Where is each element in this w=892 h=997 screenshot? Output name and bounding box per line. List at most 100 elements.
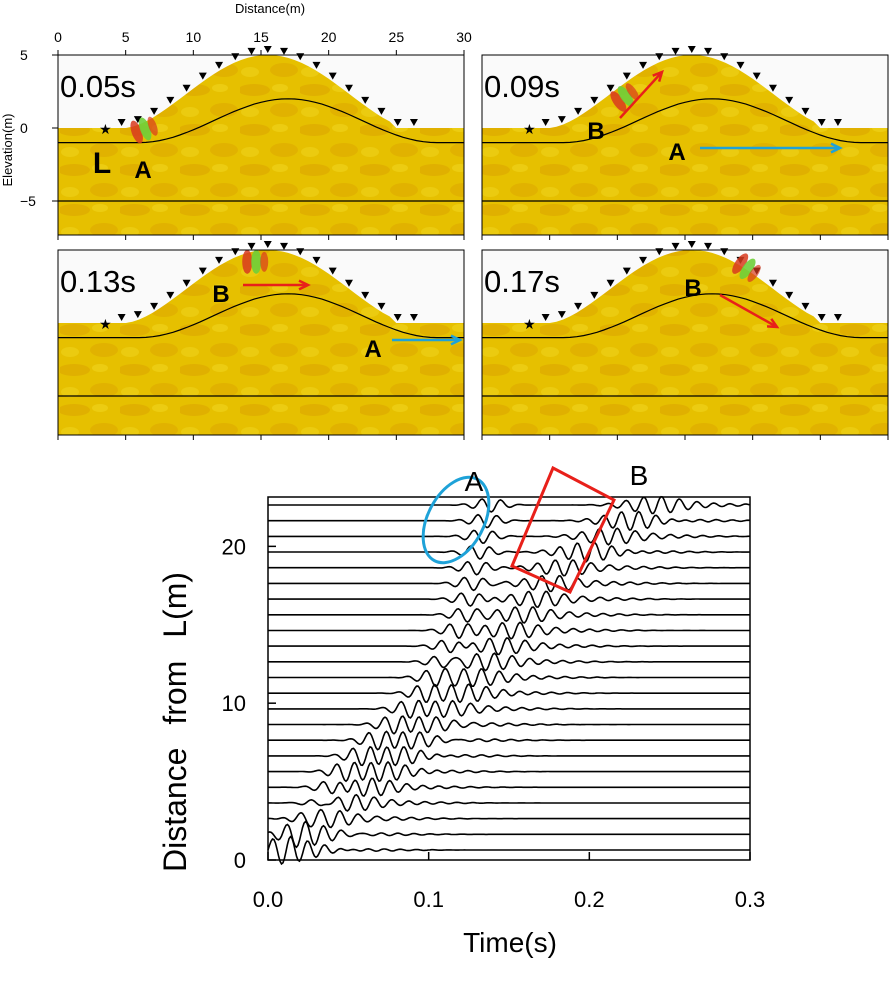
receiver-icon	[622, 72, 631, 80]
seismogram-trace	[268, 715, 750, 735]
receiver-icon	[785, 291, 794, 299]
sky-region	[58, 55, 464, 128]
receiver-icon	[785, 96, 794, 104]
seismogram-traces	[267, 495, 750, 866]
top-x-tick-label: 5	[122, 29, 130, 45]
receiver-icon	[328, 267, 337, 275]
receiver-icon	[312, 256, 321, 264]
bottom-y-tick-label: 0	[234, 848, 246, 873]
seismogram-plot-area	[267, 496, 751, 861]
seismogram-trace	[268, 745, 750, 767]
top-x-tick-label: 30	[456, 29, 472, 45]
receiver-icon	[817, 314, 826, 321]
wave-green-band	[251, 249, 262, 274]
snapshot-panel-3: ★ 0.13s	[57, 241, 465, 440]
receiver-icon	[166, 291, 175, 299]
receiver-icon	[150, 107, 159, 115]
source-label: L	[93, 147, 111, 180]
receiver-icon	[574, 107, 583, 115]
seismogram-trace	[268, 606, 750, 624]
seismogram-trace	[268, 652, 750, 672]
annotation-b-rectangle	[510, 465, 616, 594]
receiver-icon	[768, 279, 777, 287]
seismogram-trace	[267, 835, 750, 866]
arrow-a	[392, 334, 463, 346]
receiver-icon	[590, 96, 599, 104]
receiver-icon	[182, 279, 191, 287]
receiver-icon	[541, 314, 550, 321]
receiver-icon	[280, 242, 289, 250]
snapshot-panel-2: ★ 0.09s	[481, 46, 889, 240]
bottom-y-tick-label: 20	[222, 534, 246, 559]
receiver-icon	[198, 267, 207, 275]
receiver-icon	[166, 96, 175, 104]
wave-red-band	[747, 264, 761, 282]
receiver-icon	[393, 119, 402, 126]
snapshot-panel-4: ★ 0.17s	[481, 241, 889, 440]
receiver-icon	[182, 84, 191, 92]
receiver-icon	[215, 256, 224, 264]
top-x-ticks: 0 5 10 15 20 25 30	[54, 29, 472, 55]
bottom-y-axis-title: Distance from L(m)	[157, 572, 193, 872]
wave-label-a: A	[134, 157, 151, 184]
layer-interface-line	[58, 98, 464, 144]
receiver-icon	[393, 314, 402, 321]
seismogram-trace	[268, 793, 750, 812]
receiver-icon	[133, 311, 142, 319]
receiver-icon	[833, 314, 842, 321]
receiver-icon	[639, 61, 648, 69]
top-x-tick-label: 15	[253, 29, 269, 45]
receiver-icon	[671, 47, 680, 55]
receiver-icon	[833, 119, 842, 126]
layer-interface-line	[58, 293, 464, 339]
receiver-icon	[198, 72, 207, 80]
snapshot-panel-1: ★ 0.05s	[57, 46, 465, 240]
sky-region	[58, 250, 464, 323]
seismogram-trace	[268, 777, 750, 797]
wave-red-band	[610, 91, 627, 112]
receiver-icon	[344, 279, 353, 287]
receiver-icon	[312, 61, 321, 69]
source-star-icon: ★	[99, 121, 112, 137]
receiver-icon	[736, 61, 745, 69]
top-y-tick-label: 5	[20, 47, 28, 63]
wave-red-band	[732, 253, 749, 274]
receiver-icon	[377, 302, 386, 310]
layer-interface-line	[482, 98, 888, 144]
receiver-icon	[557, 311, 566, 319]
receiver-icon	[263, 241, 272, 248]
top-y-tick-label: −5	[20, 193, 36, 209]
top-x-tick-label: 20	[321, 29, 337, 45]
bottom-x-tick-label: 0.3	[735, 887, 766, 912]
annotation-a-ellipse	[421, 475, 491, 565]
wave-red-band	[147, 116, 158, 136]
arrow-a	[700, 142, 843, 154]
seismogram-trace	[268, 637, 750, 656]
bottom-x-ticks: 0.0 0.1 0.2 0.3	[253, 852, 766, 912]
seismogram-trace	[268, 590, 750, 608]
top-y-ticks: 5 0 −5	[20, 47, 58, 209]
receiver-icon	[801, 107, 810, 115]
arrow-b	[619, 69, 664, 119]
top-x-tick-label: 0	[54, 29, 62, 45]
receiver-icon	[541, 119, 550, 126]
top-x-axis-title: Distance(m)	[235, 1, 305, 16]
receiver-icon	[263, 46, 272, 53]
seismogram-trace	[268, 667, 750, 688]
sky-region	[482, 55, 888, 128]
annotation-a-label: A	[465, 466, 484, 497]
layer-interface-line	[482, 293, 888, 339]
receiver-icon	[117, 314, 126, 321]
top-y-tick-label: 0	[20, 120, 28, 136]
source-star-icon: ★	[523, 316, 536, 332]
seismogram-trace	[268, 527, 750, 546]
receiver-icon	[409, 314, 418, 321]
seismogram-trace	[268, 495, 750, 515]
receiver-icon	[606, 279, 615, 287]
receiver-icon	[150, 302, 159, 310]
seismogram-trace	[268, 621, 750, 640]
wave-red-band	[260, 251, 269, 272]
time-label: 0.09s	[484, 69, 560, 104]
